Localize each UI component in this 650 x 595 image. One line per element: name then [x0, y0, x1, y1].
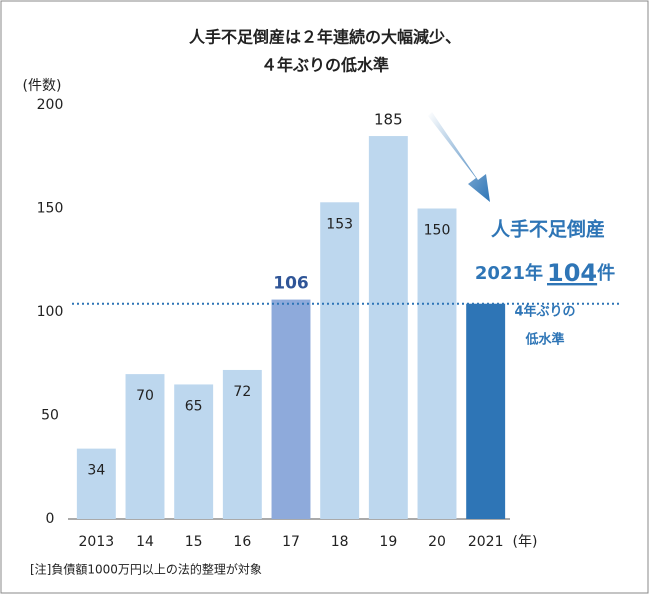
- annotation-note: 4年ぶりの: [514, 304, 575, 320]
- x-tick-label: 16: [233, 534, 251, 550]
- annotation-count: 2021年 104件: [475, 259, 615, 287]
- y-tick-label: 200: [37, 97, 64, 113]
- bar: [271, 299, 311, 519]
- annotation-value: 104: [547, 259, 597, 287]
- x-tick-label: 17: [282, 534, 300, 550]
- chart-title: 人手不足倒産は２年連続の大幅減少、: [189, 28, 461, 47]
- value-label: 150: [424, 223, 451, 239]
- y-tick-label: 100: [37, 304, 64, 320]
- x-tick-label: 2013: [79, 534, 115, 550]
- value-label: 34: [87, 463, 105, 479]
- value-label: 72: [233, 384, 251, 400]
- x-tick-label: 15: [185, 534, 203, 550]
- value-label: 153: [326, 216, 353, 232]
- y-axis-label: (件数): [23, 78, 62, 94]
- chart-title: ４年ぶりの低水準: [261, 56, 389, 75]
- y-tick-label: 150: [37, 201, 64, 217]
- annotation-note: 低水準: [524, 332, 564, 348]
- y-tick-label: 0: [46, 511, 55, 527]
- bar: [174, 384, 214, 519]
- value-label: 106: [273, 274, 309, 294]
- annotation-heading: 人手不足倒産: [491, 218, 605, 241]
- bar: [222, 369, 262, 519]
- x-tick-label: 19: [379, 534, 397, 550]
- annotation-year: 2021年: [475, 262, 543, 284]
- x-tick-label: 20: [428, 534, 446, 550]
- bar: [320, 202, 360, 520]
- x-tick-label: 2021: [468, 534, 504, 550]
- bar: [466, 303, 506, 519]
- value-label: 70: [136, 388, 154, 404]
- value-label: 185: [374, 111, 403, 129]
- bar: [417, 208, 457, 519]
- x-tick-label: 14: [136, 534, 154, 550]
- footnote: [注]負債額1000万円以上の法的整理が対象: [30, 562, 262, 577]
- y-tick-label: 50: [41, 408, 59, 424]
- annotation-unit: 件: [597, 262, 615, 284]
- arrow: [428, 112, 490, 202]
- x-tick-label: 18: [331, 534, 349, 550]
- bar: [368, 136, 408, 520]
- bar: [76, 448, 116, 519]
- x-axis-label: (年): [513, 534, 538, 550]
- value-label: 65: [185, 398, 203, 414]
- bar: [125, 374, 165, 519]
